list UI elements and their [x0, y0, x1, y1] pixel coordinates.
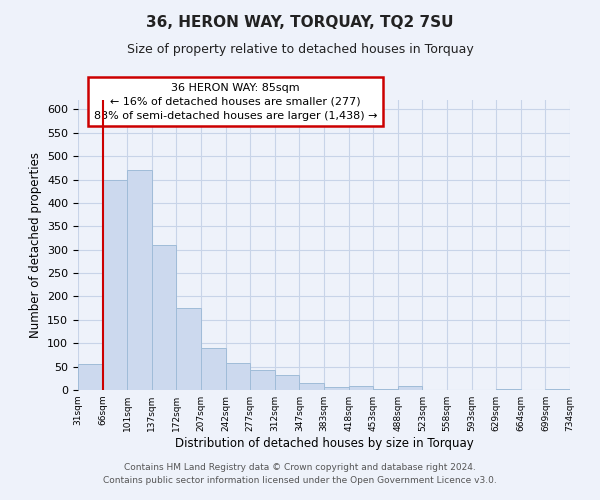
Bar	[152, 245, 176, 390]
Bar	[349, 386, 373, 390]
Bar	[373, 389, 398, 390]
Bar	[103, 180, 127, 390]
Text: 36, HERON WAY, TORQUAY, TQ2 7SU: 36, HERON WAY, TORQUAY, TQ2 7SU	[146, 15, 454, 30]
Text: Contains HM Land Registry data © Crown copyright and database right 2024.
Contai: Contains HM Land Registry data © Crown c…	[103, 464, 497, 485]
Bar	[545, 389, 570, 390]
Bar	[324, 387, 349, 390]
Bar	[398, 386, 422, 390]
Bar	[176, 308, 201, 390]
Bar	[226, 363, 250, 390]
Bar	[275, 375, 299, 390]
Bar	[127, 170, 152, 390]
Bar	[201, 348, 226, 390]
Bar	[250, 370, 275, 390]
Text: 36 HERON WAY: 85sqm
← 16% of detached houses are smaller (277)
83% of semi-detac: 36 HERON WAY: 85sqm ← 16% of detached ho…	[94, 82, 377, 120]
Bar	[496, 389, 521, 390]
Bar	[78, 364, 103, 390]
X-axis label: Distribution of detached houses by size in Torquay: Distribution of detached houses by size …	[175, 437, 473, 450]
Y-axis label: Number of detached properties: Number of detached properties	[29, 152, 41, 338]
Text: Size of property relative to detached houses in Torquay: Size of property relative to detached ho…	[127, 42, 473, 56]
Bar	[299, 383, 324, 390]
